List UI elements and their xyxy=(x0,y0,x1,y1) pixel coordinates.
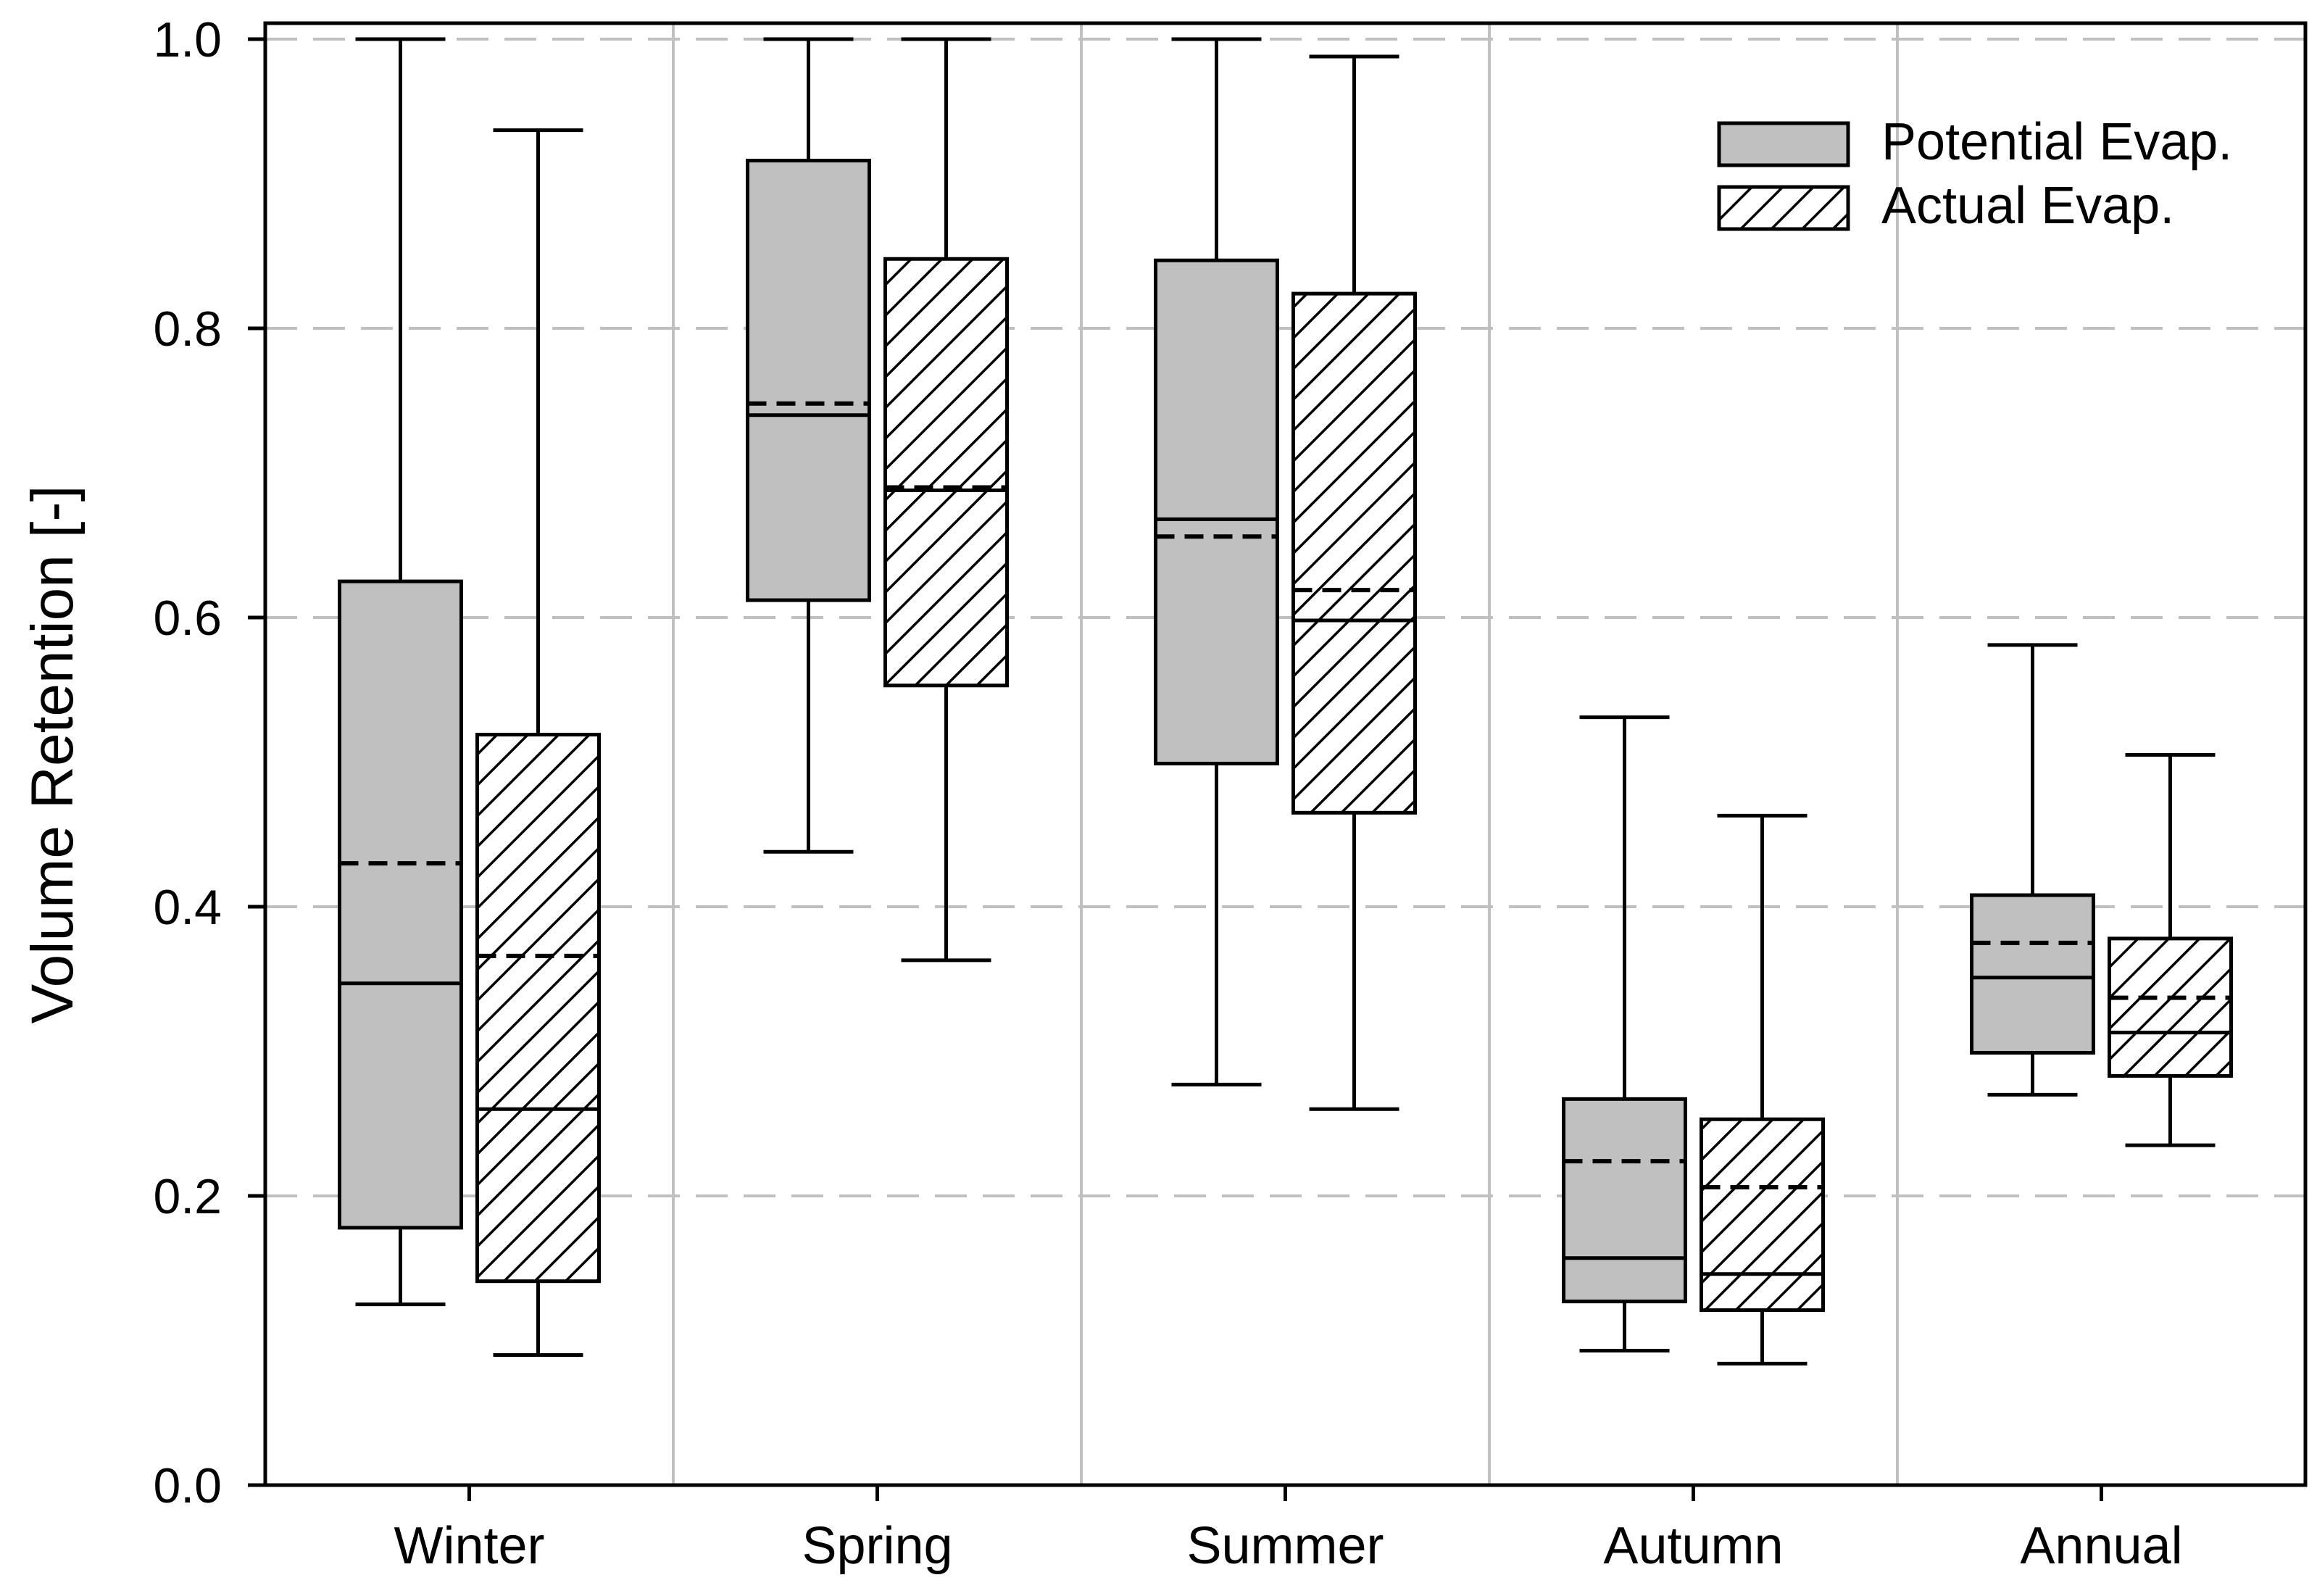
y-tick-label: 0.8 xyxy=(153,302,222,357)
x-tick-label: Autumn xyxy=(1603,1517,1783,1575)
box-group xyxy=(746,37,871,854)
box-group xyxy=(1700,813,1825,1366)
legend: Potential Evap. Actual Evap. xyxy=(1717,113,2232,235)
iqr-box xyxy=(883,257,1009,688)
legend-label: Potential Evap. xyxy=(1881,113,2232,171)
y-tick-label: 0.6 xyxy=(153,591,222,646)
iqr-box xyxy=(1700,1117,1825,1313)
x-tick-label: Summer xyxy=(1186,1517,1384,1575)
grid-layer xyxy=(265,23,2305,1485)
box-layer xyxy=(338,37,2233,1366)
legend-swatch xyxy=(1717,185,1850,231)
box-group xyxy=(1154,37,1279,1086)
box-group xyxy=(1970,643,2095,1097)
iqr-box xyxy=(2108,936,2233,1078)
box-group xyxy=(883,37,1009,963)
box-group xyxy=(2108,753,2233,1147)
box-group xyxy=(1291,54,1417,1111)
iqr-box xyxy=(1291,291,1417,815)
legend-label: Actual Evap. xyxy=(1881,177,2174,235)
box-group xyxy=(338,37,463,1307)
y-tick-label: 1.0 xyxy=(153,12,222,67)
y-axis-label: Volume Retention [-] xyxy=(20,486,86,1024)
iqr-box xyxy=(1154,258,1279,765)
x-tick-label: Winter xyxy=(394,1517,544,1575)
iqr-box xyxy=(1970,893,2095,1055)
y-tick-label: 0.2 xyxy=(153,1169,222,1224)
x-tick-label: Spring xyxy=(802,1517,952,1575)
box-group xyxy=(1562,715,1687,1352)
iqr-box xyxy=(338,579,463,1230)
axis-layer: 0.0 0.2 0.4 0.6 0.8 1.0 Winter Spring Summer Autu… xyxy=(153,12,2182,1575)
y-tick-label: 0.0 xyxy=(153,1458,222,1513)
box-group xyxy=(475,128,601,1357)
x-tick-label: Annual xyxy=(2020,1517,2182,1575)
y-tick-label: 0.4 xyxy=(153,880,222,935)
iqr-box xyxy=(475,733,601,1284)
iqr-box xyxy=(746,159,871,602)
iqr-box xyxy=(1562,1097,1687,1304)
legend-swatch xyxy=(1717,121,1850,167)
